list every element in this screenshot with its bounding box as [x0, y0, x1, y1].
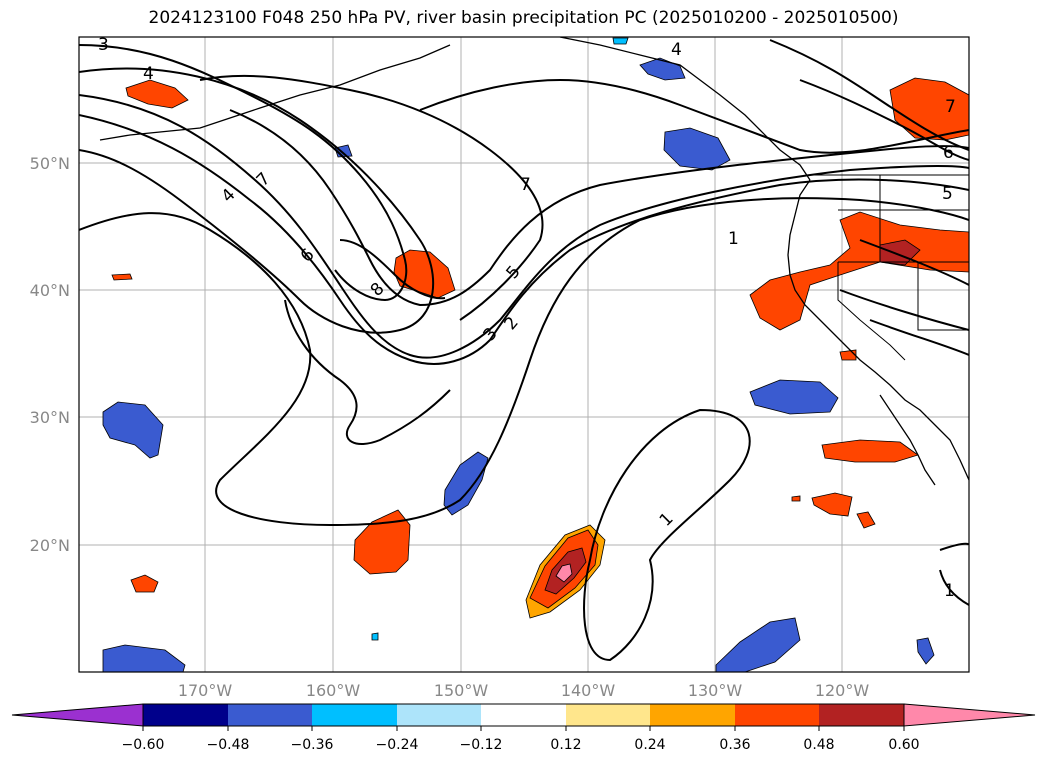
colorbar-frame: [142, 703, 905, 727]
colorbar-segment: [312, 704, 397, 726]
baja-peninsula: [879, 394, 936, 486]
state-border-ca-nv: [837, 262, 906, 361]
pv-contour-5: [79, 114, 969, 365]
colorbar-tick-label: −0.60: [122, 737, 165, 753]
pv-contour-east-lower: [839, 239, 969, 356]
blob-mexico-warm-small: [856, 511, 876, 529]
pv-label: 5: [942, 184, 953, 204]
pv-contour-6: [79, 94, 969, 359]
pv-contour-7: [229, 109, 969, 307]
pv-contour-3: [79, 44, 408, 302]
blob-north-pacific-east-warm: [125, 79, 189, 109]
pv-label: 3: [98, 35, 109, 55]
colorbar-tick-label: 0.36: [719, 737, 750, 753]
pv-contour-upper-right-2: [799, 79, 969, 161]
blob-southwest-cool: [102, 644, 186, 672]
pv-contour-1-south: [583, 408, 751, 662]
pv-label: 7: [945, 97, 956, 117]
colorbar-segment: [650, 704, 735, 726]
colorbar-tick-label: −0.24: [376, 737, 419, 753]
colorbar-tick-label: −0.48: [207, 737, 250, 753]
lat-label-20n: 20°N: [30, 536, 70, 555]
pv-contour-2: [79, 67, 435, 334]
blob-west-cool: [102, 401, 164, 459]
pv-label: 1: [728, 229, 739, 249]
map-title: 2024123100 F048 250 hPa PV, river basin …: [148, 8, 899, 28]
lon-label-120w: 120°W: [815, 681, 870, 700]
pv-label: 4: [143, 64, 154, 84]
colorbar: −0.60 −0.48 −0.36 −0.24 −0.12 0.12 0.24 …: [11, 703, 1036, 753]
lat-label-30n: 30°N: [30, 408, 70, 427]
lon-label-170w: 170°W: [178, 681, 233, 700]
colorbar-tick-label: −0.36: [291, 737, 334, 753]
colorbar-tick-label: 0.12: [550, 737, 581, 753]
blob-small-cool-4: [371, 632, 379, 641]
bc-wa-coast: [787, 179, 969, 481]
pv-contours: [79, 39, 969, 662]
colorbar-segment: [566, 704, 650, 726]
lon-label-160w: 160°W: [306, 681, 361, 700]
state-border-ne: [917, 262, 969, 331]
lon-label-130w: 130°W: [688, 681, 743, 700]
blob-west-coast-warm: [749, 211, 969, 331]
pv-label: 4: [671, 40, 682, 60]
colorbar-tick-label: 0.48: [803, 737, 834, 753]
alaska-peninsula: [99, 44, 451, 141]
lon-labels: 170°W 160°W 150°W 140°W 130°W 120°W: [178, 681, 870, 700]
lon-label-140w: 140°W: [561, 681, 616, 700]
colorbar-segment: [819, 704, 904, 726]
colorbar-max-extend: [903, 703, 1036, 727]
blob-south-cool: [715, 617, 801, 672]
pv-contour-inner-wave: [284, 299, 451, 445]
positive-precip-anomalies: [111, 77, 969, 619]
colorbar-segment: [397, 704, 481, 726]
lon-label-150w: 150°W: [434, 681, 489, 700]
blob-baja-warm: [821, 439, 919, 463]
colorbar-segment: [228, 704, 312, 726]
pv-contour-4: [199, 74, 544, 321]
coastlines: [99, 37, 969, 486]
colorbar-min-extend: [11, 703, 144, 727]
pv-contour-8: [339, 239, 446, 300]
lat-label-50n: 50°N: [30, 154, 70, 173]
blob-small-cool-2: [916, 637, 935, 665]
alaska-coast: [559, 37, 811, 181]
pv-label: 7: [520, 175, 531, 195]
map-frame: [78, 36, 970, 673]
blob-gulf-cool: [663, 127, 731, 171]
colorbar-segment: [143, 704, 228, 726]
blob-pacific-cool-east: [749, 379, 839, 415]
map-area: 3 4 7 4 7 6 8 5 3 2 1 1 6 5 7 1 4: [79, 35, 969, 672]
pv-contour-2-upper: [419, 78, 969, 154]
blob-small-warm-4: [791, 495, 801, 502]
pv-label: 1: [944, 581, 955, 601]
blob-small-warm-3: [839, 349, 857, 361]
blob-small-cool-3: [612, 37, 629, 45]
colorbar-ticks: [142, 726, 905, 731]
colorbar-tick-label: 0.24: [634, 737, 665, 753]
pv-label: 6: [943, 143, 954, 163]
blob-small-warm-2: [111, 273, 133, 281]
lat-label-40n: 40°N: [30, 281, 70, 300]
blob-small-warm-1: [130, 574, 159, 593]
blob-hawaii-warm: [353, 509, 411, 575]
colorbar-tick-label: −0.12: [460, 737, 503, 753]
pv-contour-1-west: [79, 197, 969, 527]
colorbar-tick-label: 0.60: [888, 737, 919, 753]
lat-labels: 50°N 40°N 30°N 20°N: [30, 154, 70, 555]
colorbar-segment: [735, 704, 819, 726]
pv-contour-upper-right: [769, 39, 969, 151]
colorbar-segment: [481, 704, 566, 726]
blob-subtropic-warm-peak: [555, 563, 573, 583]
blob-mexico-warm: [811, 492, 853, 517]
negative-precip-anomalies: [102, 37, 935, 672]
